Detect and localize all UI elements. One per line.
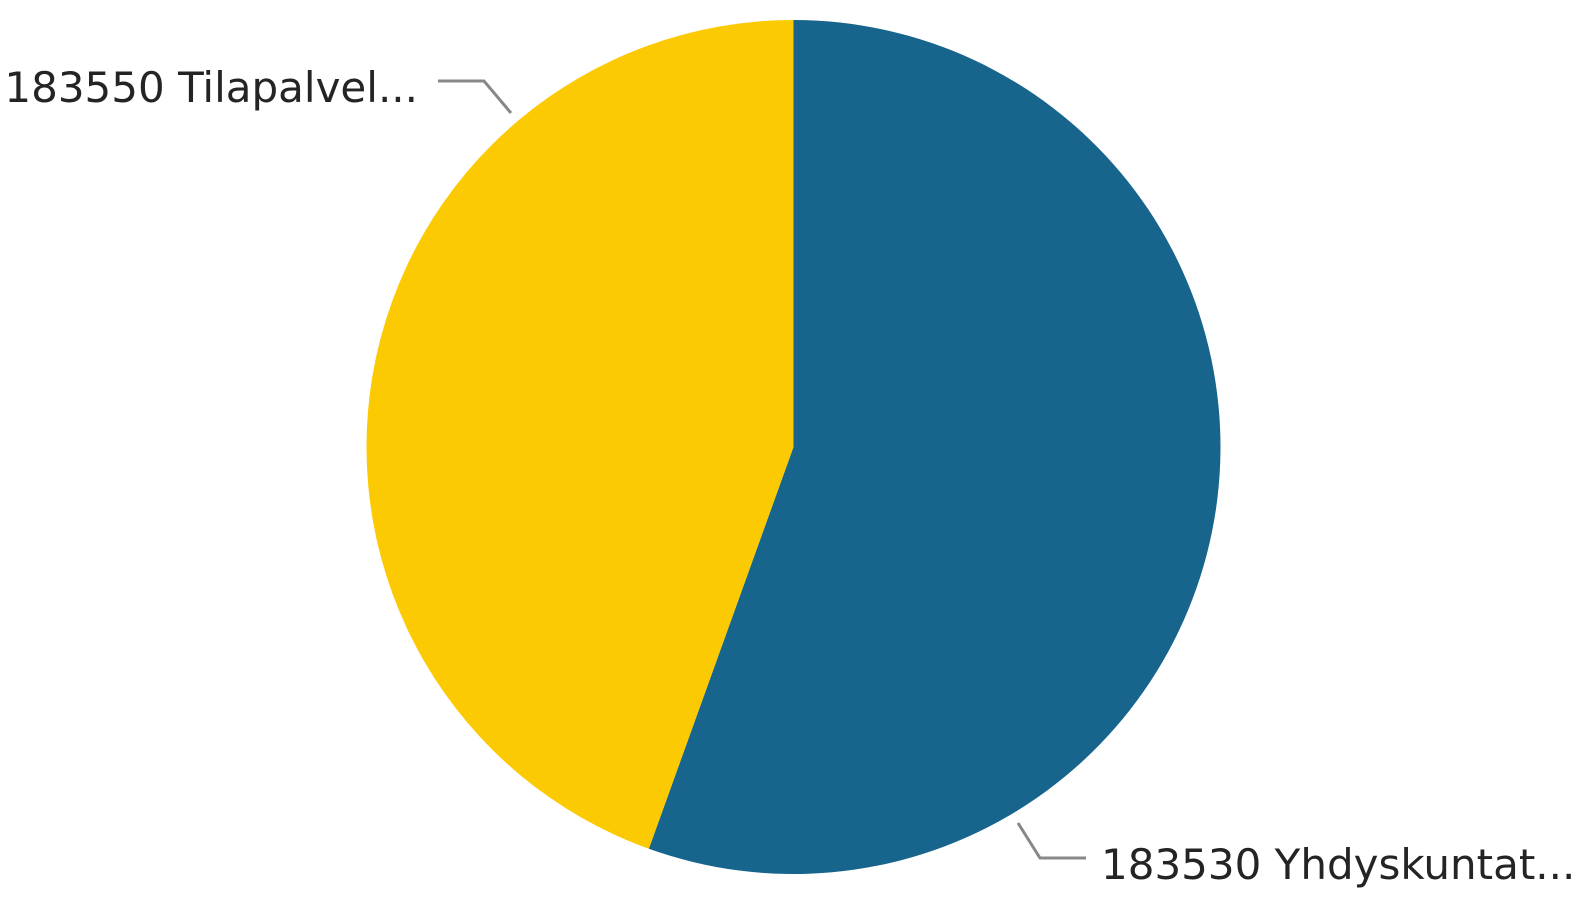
- slice-label-group-0: 183530 Yhdyskuntat...: [1016, 822, 1575, 889]
- pie-slice-0[interactable]: [648, 20, 1221, 874]
- leader-line-0: [1016, 822, 1086, 860]
- slice-label-1[interactable]: 183550 Tilapalvel...: [4, 63, 418, 112]
- pie-slices: [366, 20, 1221, 874]
- slice-label-group-1: 183550 Tilapalvel...: [4, 63, 513, 114]
- pie-slice-1[interactable]: [366, 20, 794, 849]
- slice-label-0[interactable]: 183530 Yhdyskuntat...: [1101, 840, 1575, 889]
- leader-line-1: [438, 79, 513, 114]
